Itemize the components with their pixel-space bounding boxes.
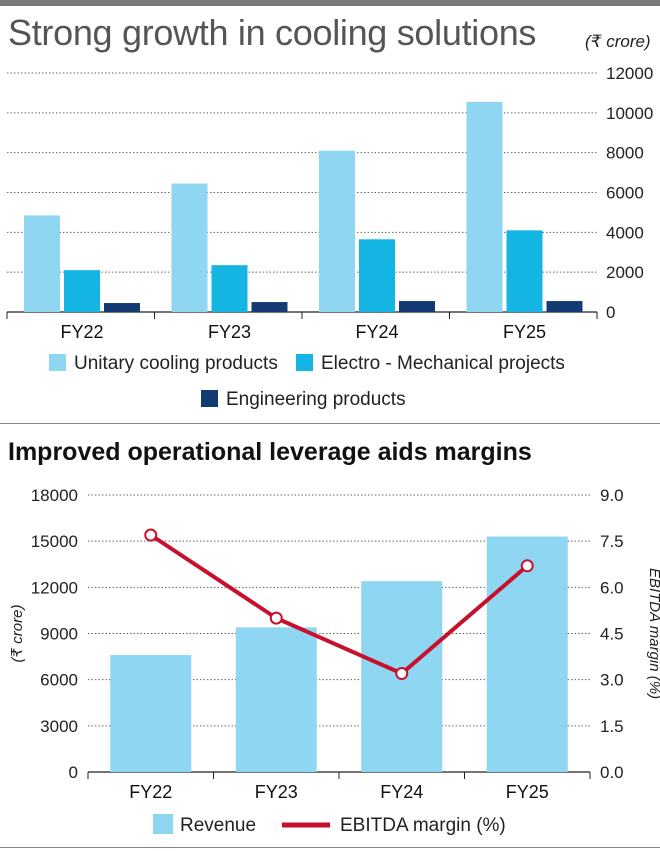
y2-tick-label: 4.5 <box>600 625 624 644</box>
legend-swatch <box>296 354 313 371</box>
x-tick-label: FY25 <box>506 782 549 802</box>
x-tick-label: FY25 <box>503 322 546 342</box>
section-divider <box>0 423 660 424</box>
legend-swatch <box>201 390 218 407</box>
x-tick-label: FY23 <box>255 782 298 802</box>
bar <box>211 265 248 312</box>
y-axis-title: (₹ crore) <box>9 605 26 663</box>
margin-point <box>144 528 158 542</box>
legend-label: Electro - Mechanical projects <box>321 353 565 374</box>
y-tick-label: 0 <box>606 303 615 322</box>
chart2-title: Improved operational leverage aids margi… <box>8 438 532 466</box>
y-tick-label: 18000 <box>31 486 78 505</box>
y-tick-label: 6000 <box>606 184 644 203</box>
y-tick-label: 10000 <box>606 104 653 123</box>
margin-point <box>269 611 283 625</box>
bar <box>486 536 568 772</box>
legend-label: Engineering products <box>226 389 406 410</box>
bar <box>506 230 543 312</box>
x-tick-label: FY24 <box>355 322 398 342</box>
chart1-title: Strong growth in cooling solutions <box>8 12 537 53</box>
bottom-divider <box>0 847 660 848</box>
y-tick-label: 2000 <box>606 263 644 282</box>
bar <box>24 215 60 312</box>
margin-point <box>395 667 409 681</box>
y-tick-label: 12000 <box>606 64 653 83</box>
y-tick-label: 3000 <box>40 717 78 736</box>
y-tick-label: 6000 <box>40 671 78 690</box>
legend-swatch <box>49 354 66 371</box>
y2-tick-label: 9.0 <box>600 486 624 505</box>
bar <box>399 301 435 312</box>
bar <box>466 101 503 312</box>
y-tick-label: 4000 <box>606 223 644 242</box>
bar <box>546 301 583 312</box>
legend-label: EBITDA margin (%) <box>340 815 506 836</box>
bar <box>171 183 208 312</box>
legend-swatch <box>153 814 173 834</box>
x-tick-label: FY22 <box>129 782 172 802</box>
margins-chart: 0 0.0 3000 1.5 6000 3.0 9000 4.5 12000 6.0 15000 7.… <box>9 486 660 836</box>
y2-axis-title: EBITDA margin (%) <box>646 568 660 699</box>
cooling-growth-chart: 0 2000 4000 6000 8000 10000 12000 FY22 FY23 FY24 F… <box>6 64 653 410</box>
legend-label: Revenue <box>180 815 256 836</box>
legend-label: Unitary cooling products <box>74 353 278 374</box>
bar <box>104 303 140 312</box>
bar <box>235 627 317 772</box>
y-tick-label: 15000 <box>31 532 78 551</box>
bar <box>64 270 100 312</box>
y2-tick-label: 6.0 <box>600 578 624 597</box>
x-tick-label: FY22 <box>60 322 103 342</box>
y2-tick-label: 7.5 <box>600 532 624 551</box>
y2-tick-label: 1.5 <box>600 717 624 736</box>
bar <box>110 655 192 772</box>
y-tick-label: 0 <box>69 763 78 782</box>
top-rule <box>0 0 660 6</box>
bar <box>251 302 288 312</box>
y-tick-label: 9000 <box>40 625 78 644</box>
y2-tick-label: 3.0 <box>600 671 624 690</box>
y2-tick-label: 0.0 <box>600 763 624 782</box>
x-tick-label: FY23 <box>208 322 251 342</box>
bar <box>359 239 395 312</box>
chart1-unit: (₹ crore) <box>585 32 651 51</box>
y-tick-label: 12000 <box>31 578 78 597</box>
x-tick-label: FY24 <box>380 782 423 802</box>
y-tick-label: 8000 <box>606 144 644 163</box>
margin-line <box>149 533 529 676</box>
bar <box>319 150 355 312</box>
margin-point <box>520 559 534 573</box>
